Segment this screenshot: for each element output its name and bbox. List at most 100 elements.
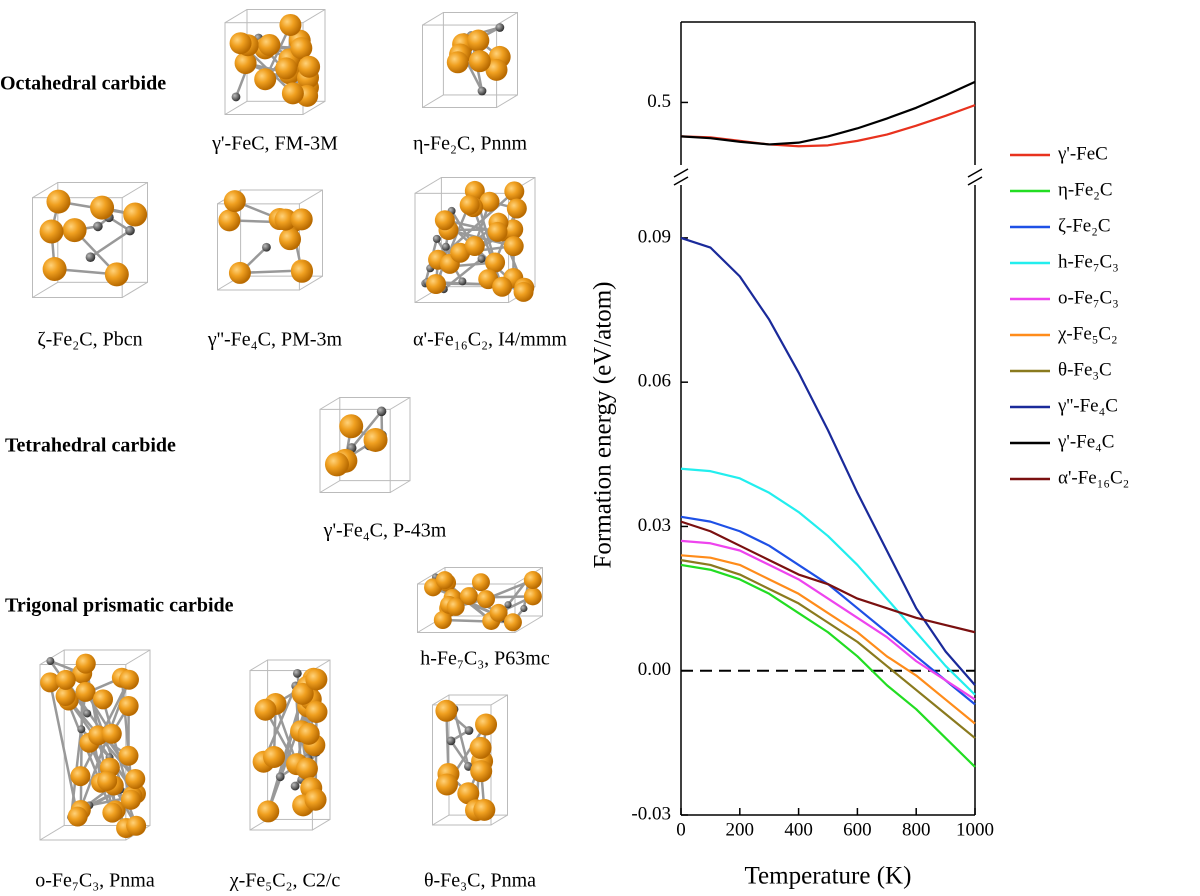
unit-cell-edge [39,649,65,665]
unit-cell-edge [432,694,450,706]
unit-cell-edge [496,12,518,26]
iron-atom [75,681,96,702]
y-tick-label: -0.03 [631,803,671,824]
x-tick-label: 400 [784,819,813,840]
iron-atom [459,194,480,215]
iron-atom [446,51,469,74]
iron-atom [464,236,485,257]
iron-atom [506,198,527,219]
unit-cell-edge [32,182,59,199]
iron-atom [274,208,297,231]
iron-atom [469,736,492,759]
x-axis-label: Temperature (K) [745,863,912,890]
unit-cell-edge [249,659,268,671]
carbon-atom [93,221,103,232]
unit-cell-edge [32,197,123,298]
iron-atom [475,713,498,736]
y-tick-label: 0.03 [638,515,671,536]
bond [48,682,79,817]
carbon-atom [77,725,86,734]
carbon-atom [290,781,300,791]
group-heading: Trigonal prismatic carbide [5,595,234,617]
carbon-atom [464,726,474,735]
iron-atom [290,208,313,231]
iron-atom [339,414,364,439]
iron-atom [120,789,141,810]
iron-atom [473,798,496,821]
carbon-atom [125,225,135,236]
iron-atom [513,281,534,302]
iron-atom [70,766,91,787]
unit-cell-edge [490,694,508,706]
iron-atom [281,82,304,105]
structure-label: χ-Fe₅C₂, C2/c [229,870,341,892]
iron-atom [304,788,327,811]
crystal-structure [249,659,331,831]
carbon-atom [46,657,55,666]
chart: 0 200 400 600 800 1000 -0.03 0.00 0.03 0.06 0.09 0.… [590,21,1129,890]
carbon-atom [495,23,505,32]
series-line [680,563,976,768]
structure-label: γ''-Fe₄C, PM-3m [207,329,343,351]
iron-atom [435,571,454,590]
crystal-structure [217,189,324,291]
unit-cell-edge [63,649,151,826]
iron-atom [291,682,314,705]
series-line [680,80,976,146]
legend-label: α'-Fe₁₆C₂ [1058,467,1129,488]
crystal-structure [432,694,508,826]
carbon-atom [477,254,486,263]
iron-atom [523,587,542,606]
bond [472,206,504,288]
crystal-structure [39,649,151,841]
unit-cell-edge [32,281,59,298]
iron-atom [125,768,146,789]
unit-cell-edge [389,480,411,493]
legend-label: o-Fe₇C₃ [1058,287,1119,308]
unit-cell-edge [422,94,444,108]
iron-atom [504,181,525,202]
iron-atom [42,257,67,282]
unit-cell-edge [417,567,446,585]
iron-atom [101,723,122,744]
iron-atom [258,33,281,56]
iron-atom [426,273,447,294]
unit-cell-edge [319,397,341,410]
y-tick-label: 0.06 [638,371,671,392]
carbon-atom [477,86,487,96]
legend-label: ζ-Fe₂C [1058,215,1111,236]
iron-atom [305,668,328,691]
unit-cell-edge [224,100,248,115]
unit-cell-edge [514,615,543,633]
unit-cell-edge [490,814,508,826]
iron-atom [67,806,88,827]
legend-label: γ'-Fe₄C [1057,431,1114,452]
carbon-atom [458,277,467,286]
carbon-atom [446,736,456,746]
carbon-atom [85,252,96,262]
iron-atom [459,587,478,606]
iron-atom [104,262,129,287]
unit-cell-edge [302,100,326,115]
unit-cell-edge [417,583,516,633]
bond [437,190,516,261]
legend-label: χ-Fe₅C₂ [1057,323,1118,344]
iron-atom [297,722,320,745]
group-heading: Octahedral carbide [0,73,166,95]
axis-break [673,168,689,178]
structure-label: h-Fe₇C₃, P63mc [420,648,550,670]
iron-atom [290,37,313,60]
iron-atom [62,218,87,243]
carbon-atom [520,604,528,613]
unit-cell-edge [299,275,323,291]
x-tick-label: 800 [902,819,931,840]
unit-cell-edge [339,397,411,482]
unit-cell-edge [389,397,411,410]
x-tick-label: 600 [843,819,872,840]
carbon-atom [441,242,450,251]
iron-atom [433,611,452,630]
crystal-structure [224,9,326,116]
crystal-structure [32,182,148,298]
structure-label: η-Fe₂C, Pnnm [413,133,528,155]
iron-atom [279,13,302,36]
